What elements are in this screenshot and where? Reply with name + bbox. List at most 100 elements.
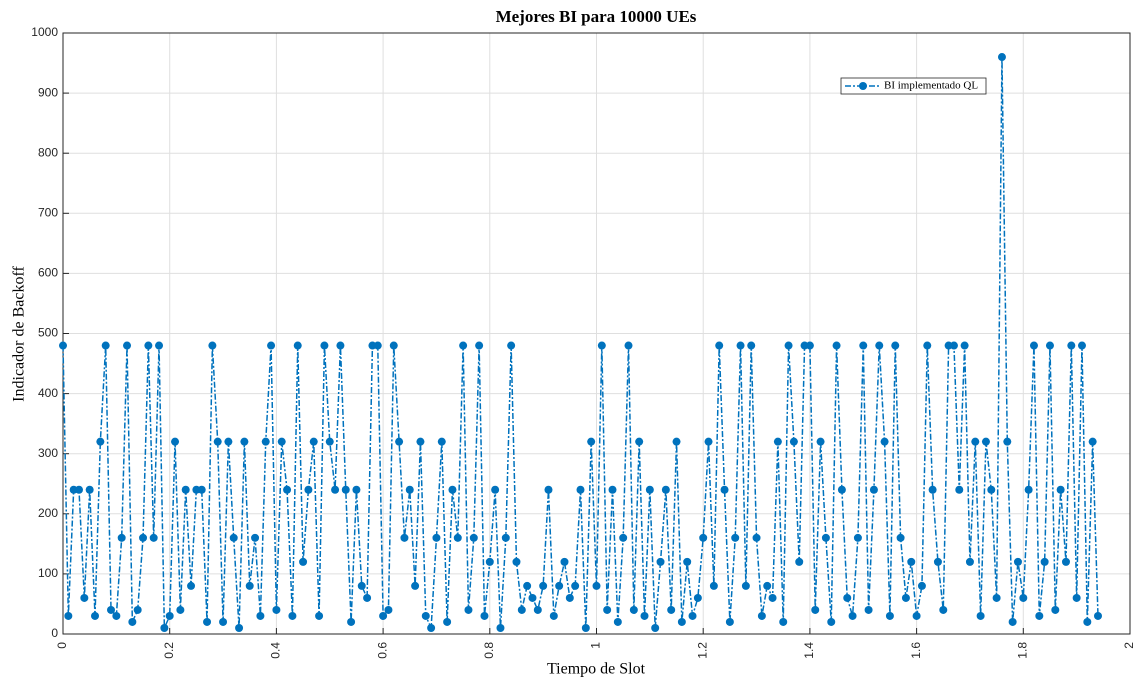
marker	[352, 485, 361, 494]
marker	[619, 533, 628, 542]
marker	[784, 341, 793, 350]
marker	[389, 341, 398, 350]
marker	[912, 611, 921, 620]
marker	[277, 437, 286, 446]
y-tick-label: 700	[38, 205, 58, 219]
x-axis-label: Tiempo de Slot	[547, 661, 646, 678]
marker	[549, 611, 558, 620]
marker	[544, 485, 553, 494]
x-tick-label: 0.2	[162, 642, 176, 659]
marker	[1019, 593, 1028, 602]
marker	[267, 341, 276, 350]
marker	[245, 581, 254, 590]
marker	[672, 437, 681, 446]
marker	[997, 53, 1006, 62]
marker	[165, 611, 174, 620]
marker	[315, 611, 324, 620]
marker	[992, 593, 1001, 602]
marker	[848, 611, 857, 620]
marker	[1088, 437, 1097, 446]
marker	[155, 341, 164, 350]
marker	[629, 605, 638, 614]
y-tick-label: 100	[38, 566, 58, 580]
marker	[533, 605, 542, 614]
marker	[1013, 557, 1022, 566]
marker	[923, 341, 932, 350]
marker	[875, 341, 884, 350]
marker	[859, 341, 868, 350]
marker	[501, 533, 510, 542]
marker	[677, 617, 686, 626]
marker	[843, 593, 852, 602]
marker	[933, 557, 942, 566]
marker	[896, 533, 905, 542]
marker	[587, 437, 596, 446]
marker	[181, 485, 190, 494]
marker	[464, 605, 473, 614]
marker	[539, 581, 548, 590]
marker	[107, 605, 116, 614]
marker	[987, 485, 996, 494]
marker	[1051, 605, 1060, 614]
marker	[203, 617, 212, 626]
marker	[400, 533, 409, 542]
marker	[59, 341, 67, 350]
marker	[560, 557, 569, 566]
marker	[661, 485, 670, 494]
marker	[667, 605, 676, 614]
marker	[597, 341, 606, 350]
marker	[512, 557, 521, 566]
marker	[187, 581, 196, 590]
marker	[763, 581, 772, 590]
marker	[565, 593, 574, 602]
marker	[443, 617, 452, 626]
marker	[373, 341, 382, 350]
y-axis-label: Indicador de Backoff	[11, 266, 28, 402]
marker	[645, 485, 654, 494]
marker	[880, 437, 889, 446]
x-tick-label: 1	[589, 642, 603, 649]
marker	[283, 485, 292, 494]
marker	[555, 581, 564, 590]
y-tick-label: 600	[38, 266, 58, 280]
marker	[123, 341, 132, 350]
marker	[779, 617, 788, 626]
x-tick-label: 1.4	[802, 642, 816, 659]
marker	[96, 437, 105, 446]
marker	[821, 533, 830, 542]
y-tick-label: 1000	[31, 25, 58, 39]
marker	[144, 341, 153, 350]
marker	[1083, 617, 1092, 626]
marker	[971, 437, 980, 446]
marker	[592, 581, 601, 590]
marker	[581, 623, 590, 632]
marker	[757, 611, 766, 620]
marker	[624, 341, 633, 350]
x-tick-label: 0.6	[375, 642, 389, 659]
x-tick-label: 0.8	[482, 642, 496, 659]
marker	[1093, 611, 1102, 620]
marker	[720, 485, 729, 494]
marker	[347, 617, 356, 626]
marker	[229, 533, 238, 542]
marker	[1067, 341, 1076, 350]
marker	[336, 341, 345, 350]
marker	[853, 533, 862, 542]
marker	[768, 593, 777, 602]
marker	[197, 485, 206, 494]
marker	[960, 341, 969, 350]
marker	[939, 605, 948, 614]
marker	[885, 611, 894, 620]
marker	[448, 485, 457, 494]
marker	[432, 533, 441, 542]
marker	[528, 593, 537, 602]
marker	[128, 617, 137, 626]
marker	[453, 533, 462, 542]
marker	[1040, 557, 1049, 566]
marker	[437, 437, 446, 446]
marker	[341, 485, 350, 494]
x-tick-label: 1.8	[1015, 642, 1029, 659]
marker	[949, 341, 958, 350]
marker	[811, 605, 820, 614]
